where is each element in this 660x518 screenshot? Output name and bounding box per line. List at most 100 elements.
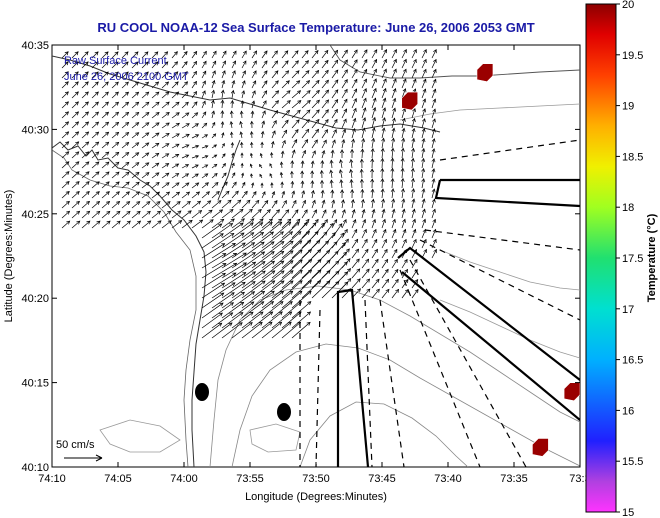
current-vector [131, 142, 139, 149]
current-vector-head [315, 109, 320, 114]
current-vector [291, 190, 295, 199]
current-vector-head [64, 91, 69, 96]
current-vector [201, 70, 207, 79]
current-vector-head [283, 199, 287, 205]
current-vector [381, 107, 386, 119]
current-vector-head [270, 241, 275, 246]
current-vector-head [175, 153, 180, 158]
current-vector [231, 142, 233, 149]
current-vector [191, 101, 198, 109]
current-vector-head [213, 154, 218, 158]
current-vector [291, 90, 301, 99]
current-vector-head [286, 90, 291, 95]
current-vector [301, 269, 322, 289]
current-vector [151, 153, 159, 159]
current-vector-head [287, 321, 292, 326]
current-vector-head [215, 190, 220, 195]
current-vector-head [94, 111, 99, 116]
current-vector [91, 61, 99, 69]
current-vector-head [422, 78, 427, 83]
current-vector-head [232, 172, 236, 176]
current-vector [191, 123, 199, 129]
current-vector [281, 290, 303, 309]
current-vector [311, 190, 314, 199]
current-vector [350, 159, 353, 169]
current-vector [211, 133, 216, 139]
current-vector [231, 90, 234, 99]
current-vector [381, 117, 386, 129]
colorbar-label: Temperature (°C) [646, 213, 658, 302]
current-vector-head [218, 312, 223, 317]
current-vector [251, 50, 257, 59]
current-vector-head [156, 201, 161, 206]
current-vector [301, 200, 306, 209]
current-vector-head [352, 218, 357, 224]
current-vector [241, 280, 266, 299]
current-vector-head [402, 88, 407, 93]
current-vector-head [186, 200, 191, 205]
current-vector [61, 141, 69, 149]
current-vector [321, 109, 329, 119]
current-vector-head [174, 71, 179, 76]
current-vector [261, 200, 269, 209]
current-vector [191, 155, 199, 159]
current-vector [81, 151, 89, 159]
current-vector [151, 112, 160, 119]
current-vector-head [289, 290, 294, 295]
current-vector-head [94, 81, 99, 86]
current-vector-head [221, 132, 225, 136]
current-vector-head [353, 88, 358, 93]
current-vector [261, 50, 268, 59]
current-vector [271, 240, 294, 259]
current-vector-head [402, 228, 407, 233]
current-vector [161, 210, 171, 219]
current-vector [61, 91, 69, 99]
current-vector [269, 163, 273, 169]
current-vector-head [210, 99, 215, 104]
current-vector-head [320, 160, 325, 164]
current-vector-head [261, 120, 266, 125]
current-vector [361, 98, 367, 109]
current-vector [211, 154, 217, 159]
current-vector-head [330, 149, 335, 154]
current-vector-head [85, 200, 91, 205]
current-vector-head [343, 108, 348, 113]
current-vector [241, 251, 265, 269]
current-vector [321, 129, 328, 139]
current-vector-head [240, 301, 245, 306]
current-vector-head [372, 218, 376, 224]
current-vector-head [404, 288, 409, 294]
current-vector [101, 71, 109, 79]
current-vector [61, 131, 69, 139]
current-vector-head [74, 51, 79, 56]
current-vector [111, 181, 120, 189]
current-vector-head [223, 172, 227, 177]
current-vector-head [304, 139, 309, 144]
current-vector [371, 138, 375, 149]
current-vector-head [280, 150, 285, 155]
current-vector [251, 90, 256, 99]
current-vector [231, 60, 236, 69]
current-vector [361, 288, 371, 299]
current-vector [401, 78, 407, 89]
current-vector-head [94, 101, 99, 106]
current-vector-head [239, 208, 244, 213]
current-vector [201, 200, 211, 209]
current-vector-head [183, 51, 188, 56]
current-vector [221, 209, 234, 219]
current-vector [101, 101, 109, 109]
current-vector-head [145, 101, 150, 106]
current-vector-head [184, 173, 190, 178]
current-vector [280, 162, 283, 169]
current-vector [391, 269, 399, 279]
current-vector [371, 279, 380, 289]
current-vector-head [145, 91, 150, 96]
current-vector [71, 101, 79, 109]
current-vector-head [403, 48, 407, 54]
y-tick-label: 40:35 [21, 40, 49, 52]
current-vector-head [240, 141, 244, 146]
current-vector [341, 209, 346, 219]
current-vector-head [333, 241, 338, 246]
